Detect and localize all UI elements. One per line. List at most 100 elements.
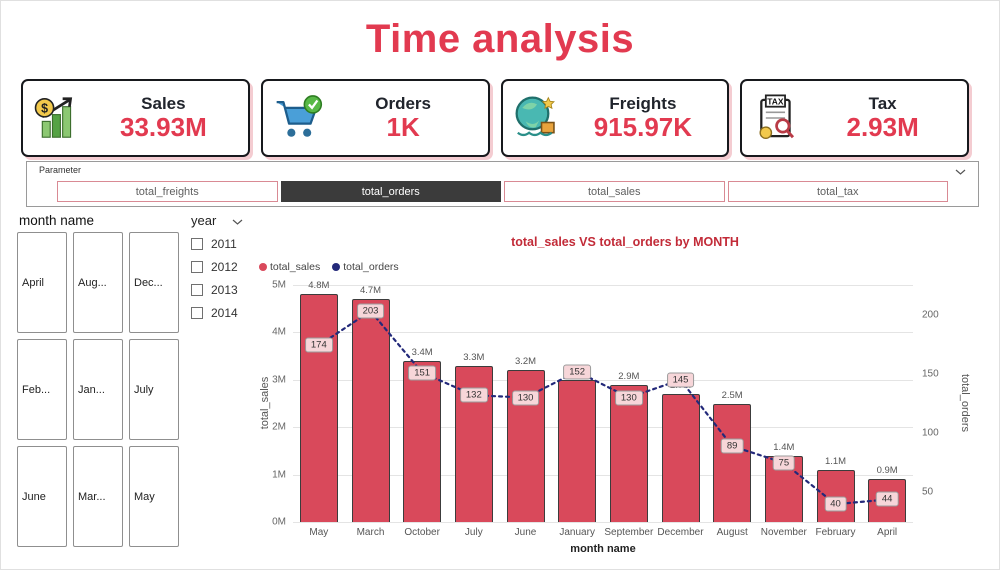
y-tick-right: 150 bbox=[922, 368, 939, 380]
x-tick-label: October bbox=[404, 527, 440, 538]
checkbox-icon[interactable] bbox=[191, 284, 203, 296]
gridline bbox=[293, 427, 913, 429]
y-tick-left: 0M bbox=[272, 516, 286, 528]
year-option-2011[interactable]: 2011 bbox=[191, 237, 271, 251]
month-tile[interactable]: Aug... bbox=[73, 232, 123, 333]
kpi-card-label: Freights bbox=[609, 94, 677, 114]
chart-legend: total_sales total_orders bbox=[259, 261, 399, 273]
month-tile[interactable]: May bbox=[129, 446, 179, 547]
line-value-label: 203 bbox=[356, 303, 385, 319]
x-tick-label: September bbox=[604, 527, 654, 538]
gridline bbox=[293, 379, 913, 381]
orders-line[interactable] bbox=[293, 285, 913, 522]
bar-december[interactable] bbox=[661, 394, 700, 522]
x-tick-label: March bbox=[356, 527, 385, 538]
legend-label: total_orders bbox=[343, 261, 399, 273]
x-tick-label: January bbox=[559, 527, 595, 538]
chart-plot-area: 0M 1M 2M 3M 4M 5M 50 100 150 200 4.8M May 4.7M March 3… bbox=[272, 280, 939, 539]
svg-text:TAX: TAX bbox=[768, 96, 785, 106]
bar-value-label: 1.1M bbox=[824, 455, 847, 467]
legend-dot-icon bbox=[332, 263, 341, 271]
month-tile[interactable]: July bbox=[129, 339, 179, 440]
year-option-2013[interactable]: 2013 bbox=[191, 283, 271, 297]
line-value-label: 89 bbox=[720, 438, 744, 454]
parameter-option-total_tax[interactable]: total_tax bbox=[727, 181, 948, 202]
y-axis-label-left: total_sales bbox=[259, 376, 271, 430]
year-option-2012[interactable]: 2012 bbox=[191, 260, 271, 274]
page-title: Time analysis bbox=[365, 17, 635, 61]
gridline bbox=[293, 332, 913, 334]
line-value-label: 151 bbox=[408, 365, 437, 381]
x-tick-label: May bbox=[309, 527, 329, 538]
kpi-card-label: Orders bbox=[375, 94, 431, 114]
chart-title: total_sales VS total_orders by MONTH bbox=[511, 235, 739, 249]
month-tile[interactable]: Jan... bbox=[73, 339, 123, 440]
year-option-2014[interactable]: 2014 bbox=[191, 306, 271, 320]
bar-value-label: 2.5M bbox=[721, 389, 743, 401]
parameter-buttons: total_freights total_orders total_sales tot… bbox=[57, 181, 948, 202]
x-tick-label: November bbox=[760, 527, 807, 538]
legend-item-total_orders[interactable]: total_orders bbox=[332, 261, 399, 273]
kpi-card-tax[interactable]: TAX Tax 2.93M bbox=[740, 79, 969, 157]
chevron-down-icon[interactable] bbox=[955, 169, 966, 175]
kpi-card-value: 33.93M bbox=[120, 112, 207, 143]
sales-icon: $ bbox=[34, 97, 73, 138]
parameter-panel-label: Parameter bbox=[39, 165, 82, 175]
month-tile[interactable]: June bbox=[17, 446, 67, 547]
checkbox-icon[interactable] bbox=[191, 261, 203, 273]
kpi-card-freights[interactable]: Freights 915.97K bbox=[500, 79, 730, 157]
month-tile[interactable]: Dec... bbox=[129, 232, 179, 333]
bar-january[interactable] bbox=[558, 379, 597, 522]
y-tick-left: 1M bbox=[272, 469, 286, 481]
kpi-card-value: 2.93M bbox=[846, 112, 919, 143]
bar-august[interactable] bbox=[713, 403, 752, 522]
kpi-card-orders[interactable]: Orders 1K bbox=[260, 79, 490, 157]
year-options: 2011 2012 2013 2014 bbox=[191, 237, 271, 320]
month-tile[interactable]: Feb... bbox=[17, 339, 67, 440]
bar-value-label: 3.3M bbox=[463, 351, 485, 363]
x-tick-label: April bbox=[877, 527, 898, 538]
kpi-card-sales[interactable]: $ Sales 33.93M bbox=[21, 79, 250, 157]
checkbox-icon[interactable] bbox=[191, 307, 203, 319]
y-axis-label-right: total_orders bbox=[959, 373, 971, 433]
bar-february[interactable] bbox=[816, 469, 855, 522]
legend-dot-icon bbox=[259, 263, 267, 271]
x-tick-label: August bbox=[716, 527, 748, 538]
bar-september[interactable] bbox=[609, 384, 648, 522]
year-filter-title: year bbox=[191, 213, 217, 228]
parameter-option-total_orders[interactable]: total_orders bbox=[280, 181, 501, 202]
month-tile[interactable]: Mar... bbox=[73, 446, 123, 547]
parameter-option-total_freights[interactable]: total_freights bbox=[57, 181, 278, 202]
kpi-card-label: Sales bbox=[141, 94, 186, 114]
line-value-label: 132 bbox=[459, 387, 488, 403]
parameter-panel: Parameter total_freights total_orders tota… bbox=[26, 161, 979, 207]
legend-label: total_sales bbox=[270, 261, 321, 273]
bar-october[interactable] bbox=[403, 360, 442, 522]
bar-value-label: 1.4M bbox=[773, 441, 795, 453]
tax-icon: TAX bbox=[759, 94, 795, 140]
x-tick-label: December bbox=[657, 527, 704, 538]
kpi-card-value: 915.97K bbox=[593, 112, 693, 143]
bar-value-label: 3.4M bbox=[411, 346, 433, 358]
orders-icon bbox=[276, 95, 322, 137]
chevron-down-icon[interactable] bbox=[232, 213, 243, 228]
bar-march[interactable] bbox=[351, 299, 390, 522]
x-tick-label: June bbox=[514, 527, 537, 538]
gridline bbox=[293, 522, 913, 523]
parameter-option-total_sales[interactable]: total_sales bbox=[504, 181, 725, 202]
y-tick-right: 200 bbox=[922, 309, 939, 321]
legend-item-total_sales[interactable]: total_sales bbox=[259, 261, 320, 273]
bar-may[interactable] bbox=[299, 294, 338, 522]
freights-icon bbox=[515, 96, 555, 137]
kpi-card-label: Tax bbox=[868, 94, 897, 114]
month-tile[interactable]: April bbox=[17, 232, 67, 333]
x-tick-label: July bbox=[464, 527, 483, 538]
line-value-label: 145 bbox=[666, 372, 695, 388]
line-value-label: 130 bbox=[511, 390, 540, 406]
checkbox-icon[interactable] bbox=[191, 238, 203, 250]
x-axis-label: month name bbox=[570, 543, 636, 555]
line-value-label: 44 bbox=[875, 491, 899, 507]
combo-chart: total_sales VS total_orders by MONTH tot… bbox=[253, 225, 997, 569]
bar-value-label: 2.9M bbox=[618, 370, 640, 382]
